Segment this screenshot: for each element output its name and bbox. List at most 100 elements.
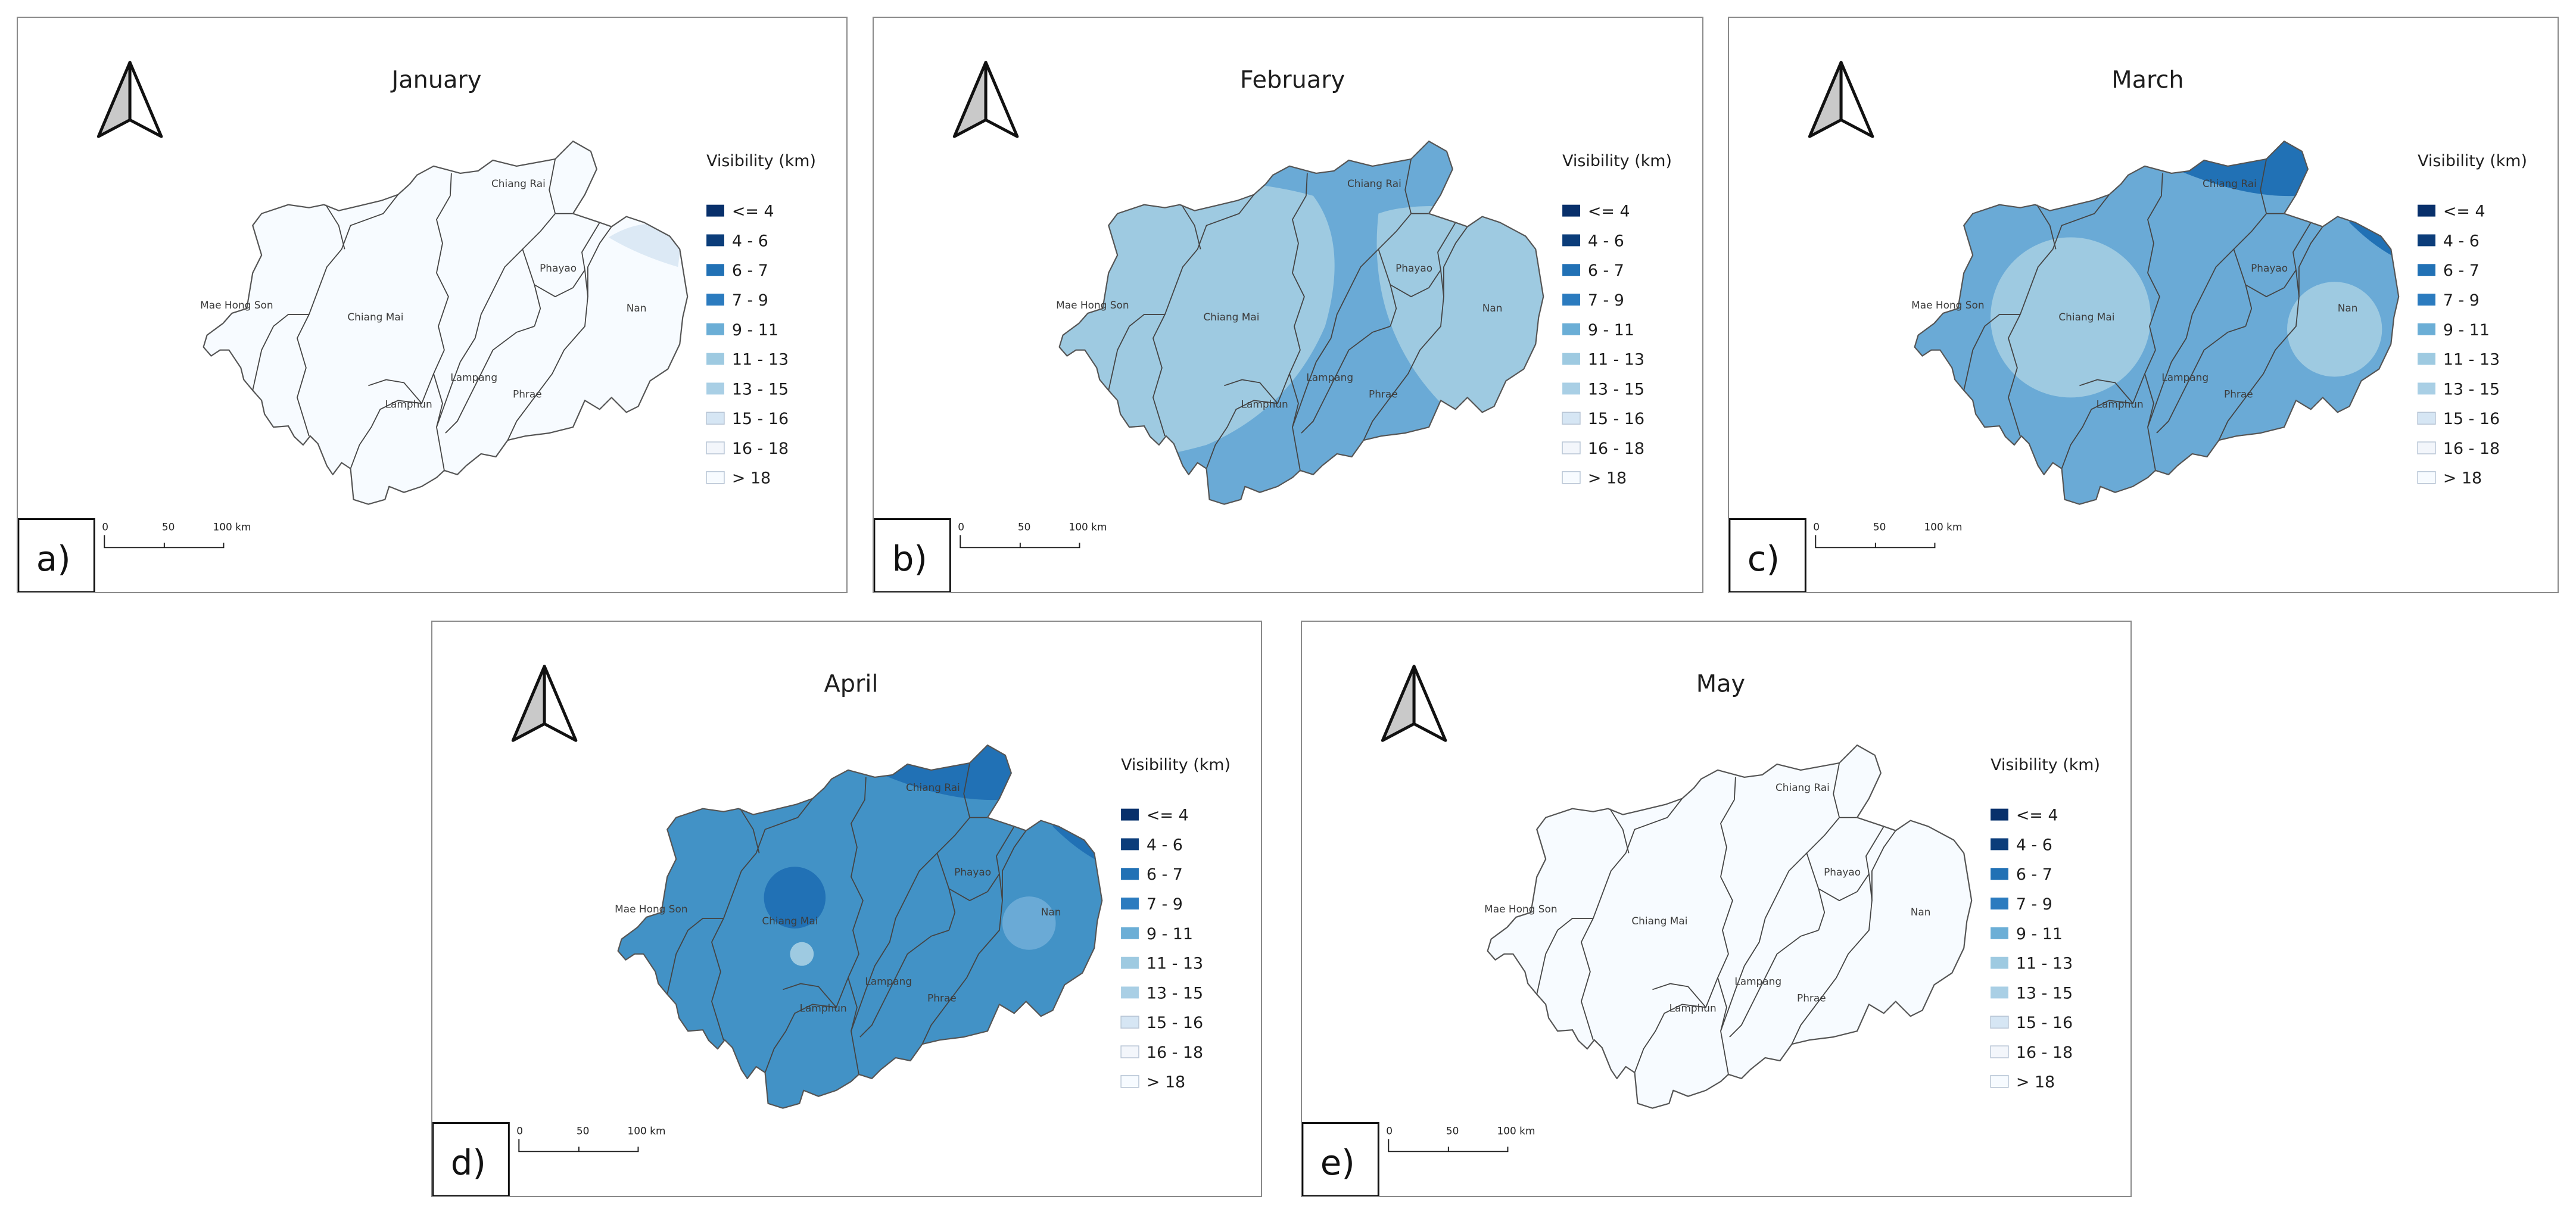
legend-swatch: [1121, 898, 1139, 909]
legend-label: 9 - 11: [2443, 321, 2490, 339]
north-arrow-icon: [511, 665, 578, 742]
legend-swatch: [1121, 986, 1139, 999]
legend-label: 11 - 13: [1147, 955, 1203, 973]
place-label: Lampang: [1306, 371, 1353, 383]
scale-label: 0: [958, 521, 964, 532]
place-label: Chiang Mai: [1631, 915, 1687, 927]
legend-label: 6 - 7: [1147, 865, 1183, 884]
legend-swatch: [1121, 838, 1139, 851]
place-label: Phrae: [513, 388, 542, 400]
legend-label: 6 - 7: [732, 261, 768, 280]
region-base-fill: [1914, 141, 2399, 504]
legend-swatch: [706, 471, 725, 484]
scale-label: 100 km: [1497, 1124, 1535, 1136]
scale-label: 100 km: [213, 521, 251, 532]
province-boundaries: [1058, 141, 1544, 505]
legend-swatch: [706, 441, 725, 454]
scale-label: 0: [1813, 521, 1820, 532]
scale-bar: 0 50 100 km: [1813, 521, 1963, 549]
legend-label: 7 - 9: [732, 291, 768, 310]
legend-swatch: [1991, 838, 2008, 851]
legend-swatch: [1990, 1015, 2009, 1029]
legend-label: > 18: [2016, 1073, 2055, 1092]
legend-swatch: [1121, 808, 1139, 821]
legend-swatch: [1562, 412, 1581, 425]
legend-label: 11 - 13: [1588, 351, 1644, 369]
place-label: Mae Hong Son: [615, 903, 687, 915]
legend-label: > 18: [1147, 1073, 1185, 1092]
legend-label: 15 - 16: [1147, 1014, 1203, 1032]
legend-label: 13 - 15: [732, 380, 789, 398]
legend-swatch: [1991, 986, 2008, 999]
place-label: Mae Hong Son: [1911, 299, 1984, 311]
legend-label: 15 - 16: [732, 410, 789, 428]
place-label: Phayao: [954, 866, 991, 878]
legend-swatch: [1562, 471, 1581, 484]
legend: Visibility (km) <= 4 4 - 6 6 - 7 7 - 9 9 - 11…: [1562, 152, 1672, 488]
scale-label: 50: [1018, 521, 1031, 532]
legend: Visibility (km) <= 4 4 - 6 6 - 7 7 - 9 9 - 11…: [2417, 152, 2527, 488]
legend-label: 6 - 7: [1588, 261, 1624, 280]
legend-swatch: [706, 412, 725, 425]
map-panel-march: March Chiang Rai Phayao Nan Mae Hong Son Chia…: [1728, 17, 2559, 593]
scale-label: 0: [102, 521, 108, 532]
province-boundaries: [1487, 744, 1973, 1109]
legend-label: 15 - 16: [2443, 410, 2500, 428]
legend-swatch: [1562, 264, 1580, 276]
legend-label: 7 - 9: [2016, 895, 2052, 914]
province-boundaries: [203, 141, 689, 505]
province-boundaries: [617, 744, 1103, 1109]
svg-text:a): a): [36, 538, 71, 579]
legend-label: 4 - 6: [1588, 232, 1624, 250]
map-panel-may: May Chiang Rai Phayao Nan Mae Hong Son Chiang…: [1301, 621, 2132, 1197]
legend-swatch: [1991, 808, 2008, 821]
panel-tag: b): [874, 518, 951, 592]
map-canvas: May Chiang Rai Phayao Nan Mae Hong Son Chiang…: [1302, 665, 2100, 1196]
visibility-zone: [1002, 896, 1056, 950]
legend-label: 6 - 7: [2443, 261, 2480, 280]
place-label: Phayao: [1824, 866, 1861, 878]
legend-swatch: [1990, 1075, 2009, 1088]
scale-label: 50: [1446, 1124, 1459, 1136]
map-canvas: February Chiang Rai Phayao Nan Mae Hong Son C…: [874, 61, 1672, 592]
panel-tag: c): [1729, 518, 1806, 592]
place-label: Chiang Rai: [906, 781, 960, 793]
legend-swatch: [2418, 323, 2435, 335]
scale-label: 50: [1873, 521, 1886, 532]
legend: Visibility (km) <= 4 4 - 6 6 - 7 7 - 9 9 - 11…: [1990, 756, 2100, 1092]
legend-swatch: [706, 353, 724, 365]
legend-swatch: [1991, 868, 2008, 880]
scale-label: 100 km: [1924, 521, 1963, 532]
legend-swatch: [706, 382, 724, 395]
legend-label: <= 4: [1147, 806, 1189, 825]
legend-label: 15 - 16: [2016, 1014, 2073, 1032]
legend-label: 7 - 9: [1588, 291, 1624, 310]
legend-swatch: [2418, 264, 2435, 276]
legend-swatch: [1120, 1075, 1139, 1088]
legend-swatch: [1562, 382, 1580, 395]
legend-title: Visibility (km): [1991, 756, 2100, 774]
legend-swatch: [1562, 294, 1580, 306]
legend-swatch: [2418, 382, 2435, 395]
north-arrow-icon: [1381, 665, 1447, 742]
legend-swatch: [2418, 353, 2435, 365]
legend-label: <= 4: [1588, 203, 1630, 221]
place-label: Lampang: [2161, 371, 2209, 383]
legend-swatch: [1990, 1045, 2009, 1058]
place-label: Phrae: [2224, 388, 2253, 400]
panel-tag: a): [18, 518, 95, 592]
north-arrow-icon: [96, 61, 163, 138]
scale-label: 0: [516, 1124, 523, 1136]
legend-label: 9 - 11: [2016, 925, 2063, 943]
place-label: Nan: [2338, 302, 2358, 314]
legend-label: 7 - 9: [2443, 291, 2480, 310]
legend-swatch: [1562, 204, 1580, 217]
region-base-fill: [1487, 745, 1972, 1108]
place-label: Chiang Mai: [2058, 311, 2114, 323]
legend-swatch: [1991, 898, 2008, 909]
map-canvas: January Chiang Rai Phayao Nan Mae Hong Son Ch…: [18, 61, 816, 592]
map-panel-april: April Chiang Rai Phayao Nan Mae Hong Son Chia…: [431, 621, 1262, 1197]
month-title: March: [2111, 67, 2183, 94]
legend-label: 13 - 15: [1588, 380, 1644, 398]
legend: Visibility (km) <= 4 4 - 6 6 - 7 7 - 9 9 - 11…: [706, 152, 816, 488]
